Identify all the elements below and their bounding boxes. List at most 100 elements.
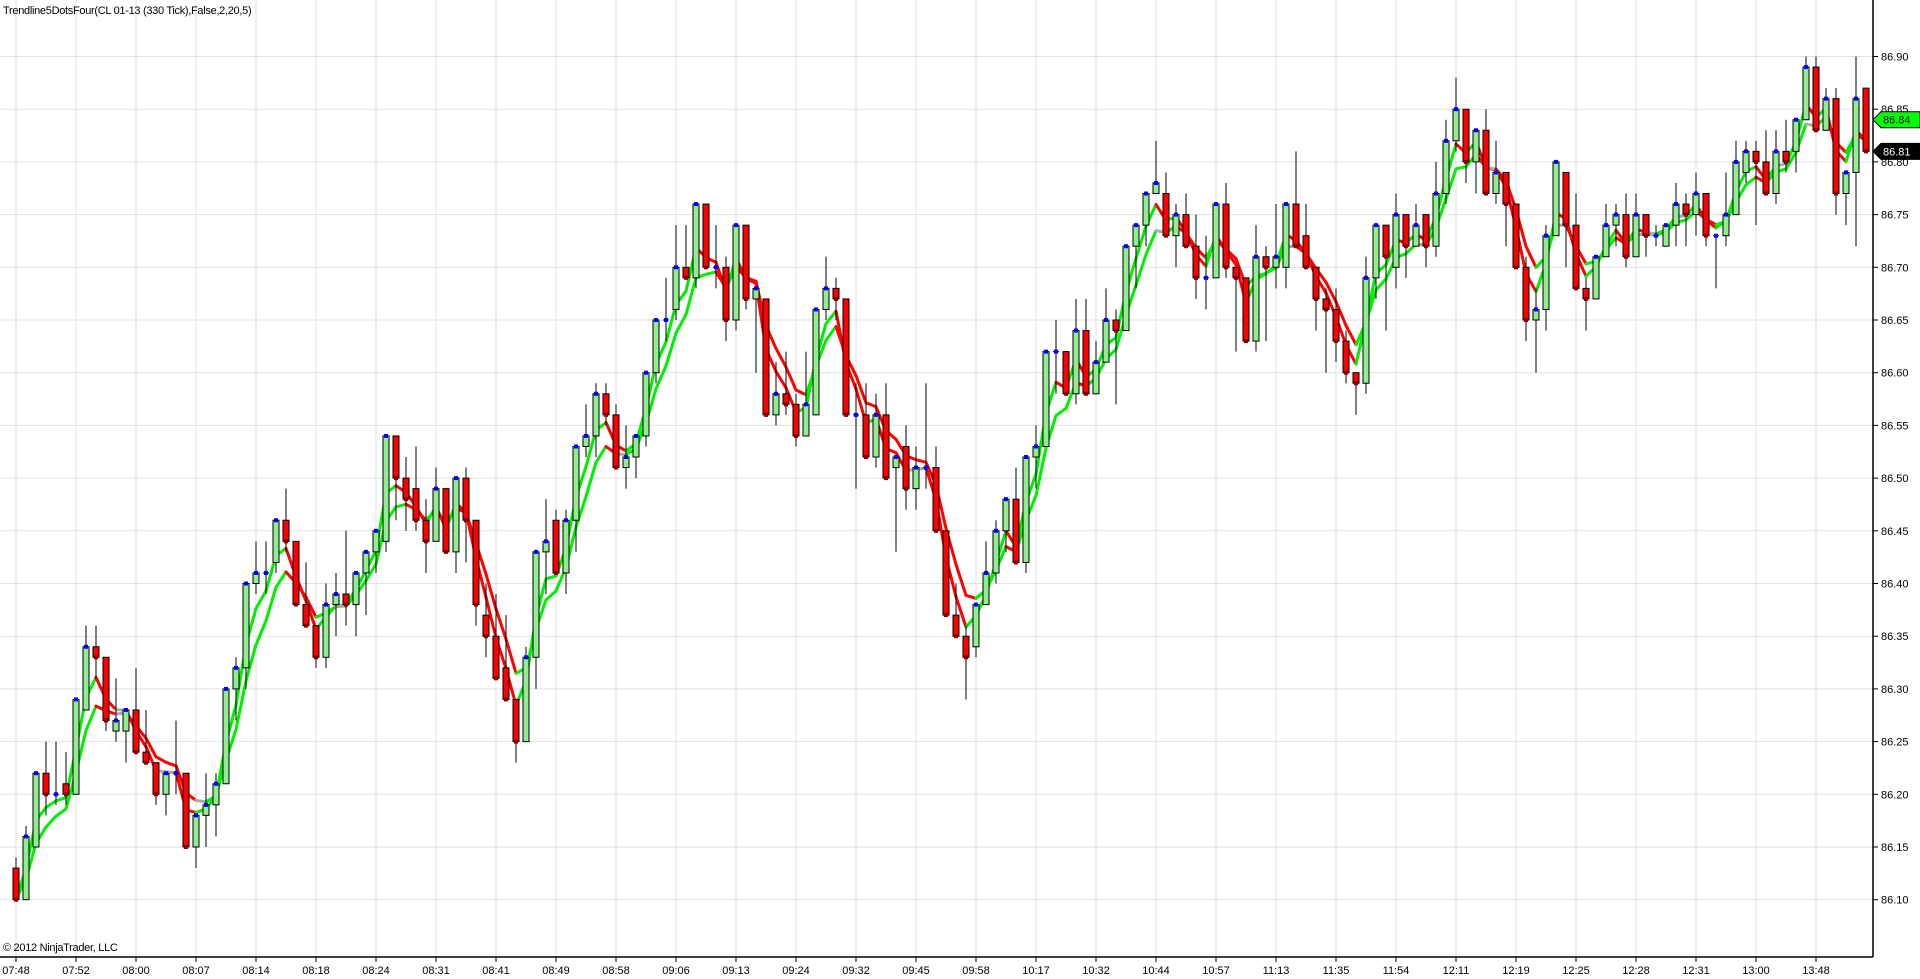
x-tick-label: 13:48	[1802, 965, 1830, 977]
price-markers: 86.84 86.81	[1872, 111, 1920, 160]
candle	[732, 223, 740, 331]
candle-body	[1842, 171, 1850, 195]
candle	[102, 656, 110, 732]
candle-body	[762, 298, 770, 416]
slow-line-segment	[574, 495, 588, 529]
candle-body	[602, 393, 610, 416]
close-dot	[34, 771, 38, 776]
candle	[1092, 341, 1100, 395]
slow-line-segment	[394, 502, 408, 509]
slow-line-segment	[1334, 300, 1348, 327]
slow-line-segment	[484, 572, 498, 611]
slow-line-segment	[304, 595, 318, 619]
close-dot	[604, 412, 608, 417]
candle	[1102, 288, 1110, 363]
close-dot	[554, 570, 558, 575]
close-dot	[764, 412, 768, 417]
candle	[202, 773, 210, 847]
candle	[1502, 171, 1510, 247]
candle	[1282, 202, 1290, 289]
candle	[1212, 202, 1220, 279]
close-dot	[24, 834, 28, 839]
fast-line-segment	[664, 303, 678, 344]
candle	[722, 256, 730, 342]
candle	[62, 752, 70, 805]
candle	[12, 857, 20, 902]
close-dot	[1294, 244, 1298, 249]
candle	[1362, 256, 1370, 394]
close-dot	[354, 570, 358, 575]
close-dot	[1134, 223, 1138, 228]
candle	[42, 741, 50, 816]
candle	[842, 298, 850, 417]
candle-body	[502, 667, 510, 700]
close-dot	[214, 781, 218, 786]
slow-line-segment	[274, 570, 288, 589]
candle	[1852, 56, 1860, 247]
y-tick-label: 86.65	[1881, 315, 1909, 327]
x-tick-label: 09:32	[842, 965, 870, 977]
candle	[1172, 204, 1180, 268]
candle	[1492, 140, 1500, 205]
candle	[1832, 88, 1840, 215]
trend-lines	[14, 102, 1868, 902]
candle-body	[182, 772, 190, 848]
x-tick-label: 09:24	[782, 965, 810, 977]
candle-body	[1642, 214, 1650, 237]
close-dot	[774, 391, 778, 396]
candle-body	[952, 614, 960, 637]
close-dot	[464, 518, 468, 523]
candle-body	[1012, 498, 1020, 563]
candle	[942, 530, 950, 618]
candle-body	[482, 614, 490, 637]
candle-body	[632, 435, 640, 458]
candle	[1602, 204, 1610, 258]
candle-body	[1172, 214, 1180, 237]
close-dot	[1584, 296, 1588, 301]
candle-body	[1452, 108, 1460, 142]
close-dot	[684, 275, 688, 280]
candle-body	[1192, 245, 1200, 279]
close-dot	[1154, 180, 1158, 185]
close-dot	[1564, 223, 1568, 228]
close-dot	[924, 465, 928, 470]
close-dot	[1574, 286, 1578, 291]
x-tick-label: 07:48	[2, 965, 30, 977]
candle	[392, 435, 400, 521]
close-dot	[974, 602, 978, 607]
slow-line-segment	[544, 589, 558, 602]
candle-body	[1742, 150, 1750, 173]
candle	[422, 499, 430, 573]
candle	[982, 541, 990, 606]
close-dot	[904, 486, 908, 491]
x-tick-label: 12:19	[1502, 965, 1530, 977]
x-tick-label: 12:28	[1622, 965, 1650, 977]
close-dot	[314, 655, 318, 660]
candle	[572, 444, 580, 552]
slow-line-segment	[674, 313, 688, 335]
candle	[1562, 171, 1570, 268]
close-dot	[1744, 149, 1748, 154]
candle-body	[1812, 66, 1820, 131]
close-dot	[1434, 191, 1438, 196]
x-tick-label: 07:52	[62, 965, 90, 977]
candle-body	[982, 572, 990, 606]
candle	[1402, 214, 1410, 278]
candle	[1372, 223, 1380, 299]
candle	[792, 393, 800, 447]
candle	[1442, 119, 1450, 205]
y-tick-label: 86.30	[1881, 684, 1909, 696]
candle	[312, 625, 320, 668]
candle-body	[282, 519, 290, 542]
candle	[1053, 320, 1059, 394]
candle	[192, 813, 200, 869]
close-dot	[634, 433, 638, 438]
candle	[532, 549, 540, 689]
candle	[832, 277, 840, 320]
y-tick-label: 86.55	[1881, 420, 1909, 432]
candle	[962, 625, 970, 700]
y-tick-label: 86.25	[1881, 737, 1909, 749]
candle-body	[1862, 87, 1870, 152]
close-dot	[1714, 233, 1718, 238]
